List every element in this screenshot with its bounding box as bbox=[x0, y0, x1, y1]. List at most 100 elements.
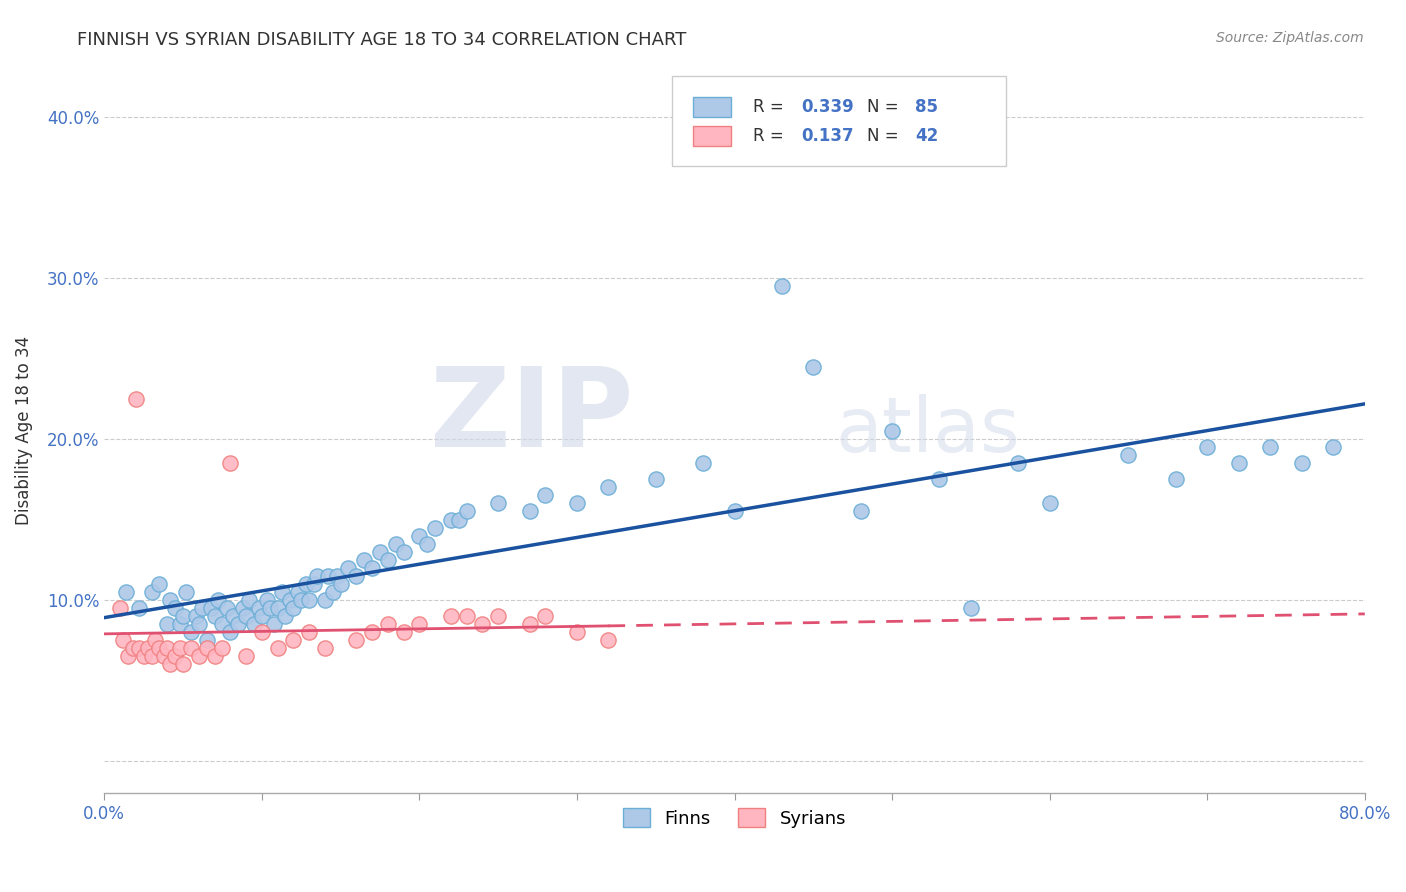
Point bbox=[377, 553, 399, 567]
Point bbox=[232, 601, 254, 615]
Point bbox=[456, 609, 478, 624]
Point bbox=[141, 649, 163, 664]
Point bbox=[259, 601, 281, 615]
Point bbox=[408, 528, 430, 542]
Point bbox=[256, 593, 278, 607]
Point bbox=[423, 520, 446, 534]
Point bbox=[174, 585, 197, 599]
Point bbox=[238, 593, 260, 607]
Point bbox=[180, 641, 202, 656]
Text: R =: R = bbox=[754, 98, 789, 116]
Point bbox=[928, 472, 950, 486]
Point bbox=[416, 537, 439, 551]
Point bbox=[184, 609, 207, 624]
Point bbox=[314, 641, 336, 656]
Point bbox=[187, 649, 209, 664]
Point bbox=[287, 585, 309, 599]
Point bbox=[169, 617, 191, 632]
Point bbox=[644, 472, 666, 486]
Point bbox=[266, 641, 288, 656]
Legend: Finns, Syrians: Finns, Syrians bbox=[616, 801, 853, 835]
Point bbox=[125, 392, 148, 406]
Point bbox=[172, 657, 194, 672]
Text: 85: 85 bbox=[915, 98, 938, 116]
Point bbox=[1039, 496, 1062, 510]
FancyBboxPatch shape bbox=[693, 126, 731, 146]
Point bbox=[1291, 456, 1313, 470]
Point bbox=[165, 601, 187, 615]
Point bbox=[132, 649, 155, 664]
Point bbox=[117, 649, 139, 664]
Point bbox=[519, 617, 541, 632]
Point bbox=[274, 609, 297, 624]
Point bbox=[392, 625, 415, 640]
Point bbox=[770, 279, 793, 293]
Point bbox=[361, 561, 384, 575]
Point bbox=[598, 633, 620, 648]
Point bbox=[290, 593, 312, 607]
Point bbox=[960, 601, 983, 615]
Point bbox=[440, 609, 463, 624]
Point bbox=[692, 456, 714, 470]
Point bbox=[138, 641, 160, 656]
Point bbox=[1197, 440, 1219, 454]
Point bbox=[849, 504, 872, 518]
Text: N =: N = bbox=[868, 98, 904, 116]
Point bbox=[204, 649, 226, 664]
Point bbox=[148, 641, 170, 656]
Point bbox=[250, 625, 273, 640]
Point bbox=[305, 569, 328, 583]
Point bbox=[180, 625, 202, 640]
Point bbox=[1007, 456, 1029, 470]
Point bbox=[337, 561, 360, 575]
Point bbox=[298, 593, 321, 607]
Point bbox=[128, 641, 150, 656]
Point bbox=[486, 609, 509, 624]
Text: 0.137: 0.137 bbox=[801, 127, 853, 145]
Point bbox=[880, 424, 903, 438]
Point bbox=[565, 625, 588, 640]
Text: Source: ZipAtlas.com: Source: ZipAtlas.com bbox=[1216, 31, 1364, 45]
Text: R =: R = bbox=[754, 127, 789, 145]
Point bbox=[565, 496, 588, 510]
Point bbox=[302, 577, 325, 591]
Point bbox=[165, 649, 187, 664]
Point bbox=[141, 585, 163, 599]
Point bbox=[235, 609, 257, 624]
Point bbox=[314, 593, 336, 607]
Point bbox=[283, 633, 305, 648]
Point bbox=[1227, 456, 1250, 470]
Point bbox=[143, 633, 166, 648]
Point bbox=[368, 545, 391, 559]
Point bbox=[211, 617, 233, 632]
Point bbox=[172, 609, 194, 624]
Point bbox=[1164, 472, 1187, 486]
Point bbox=[169, 641, 191, 656]
Point bbox=[1118, 448, 1140, 462]
Point bbox=[211, 641, 233, 656]
Point bbox=[271, 585, 294, 599]
Point bbox=[128, 601, 150, 615]
Point bbox=[440, 512, 463, 526]
FancyBboxPatch shape bbox=[672, 76, 1005, 167]
Y-axis label: Disability Age 18 to 34: Disability Age 18 to 34 bbox=[15, 336, 32, 525]
Point bbox=[456, 504, 478, 518]
Point bbox=[235, 649, 257, 664]
Point bbox=[344, 569, 367, 583]
Point bbox=[204, 609, 226, 624]
Text: N =: N = bbox=[868, 127, 904, 145]
Point bbox=[486, 496, 509, 510]
Point bbox=[278, 593, 301, 607]
Point bbox=[156, 617, 179, 632]
Point bbox=[243, 617, 266, 632]
Point bbox=[519, 504, 541, 518]
Point bbox=[266, 601, 288, 615]
Point bbox=[263, 617, 285, 632]
Point bbox=[598, 480, 620, 494]
Point bbox=[200, 601, 222, 615]
Point bbox=[217, 601, 239, 615]
Point bbox=[115, 585, 138, 599]
Point bbox=[187, 617, 209, 632]
Point bbox=[121, 641, 143, 656]
Point bbox=[316, 569, 339, 583]
